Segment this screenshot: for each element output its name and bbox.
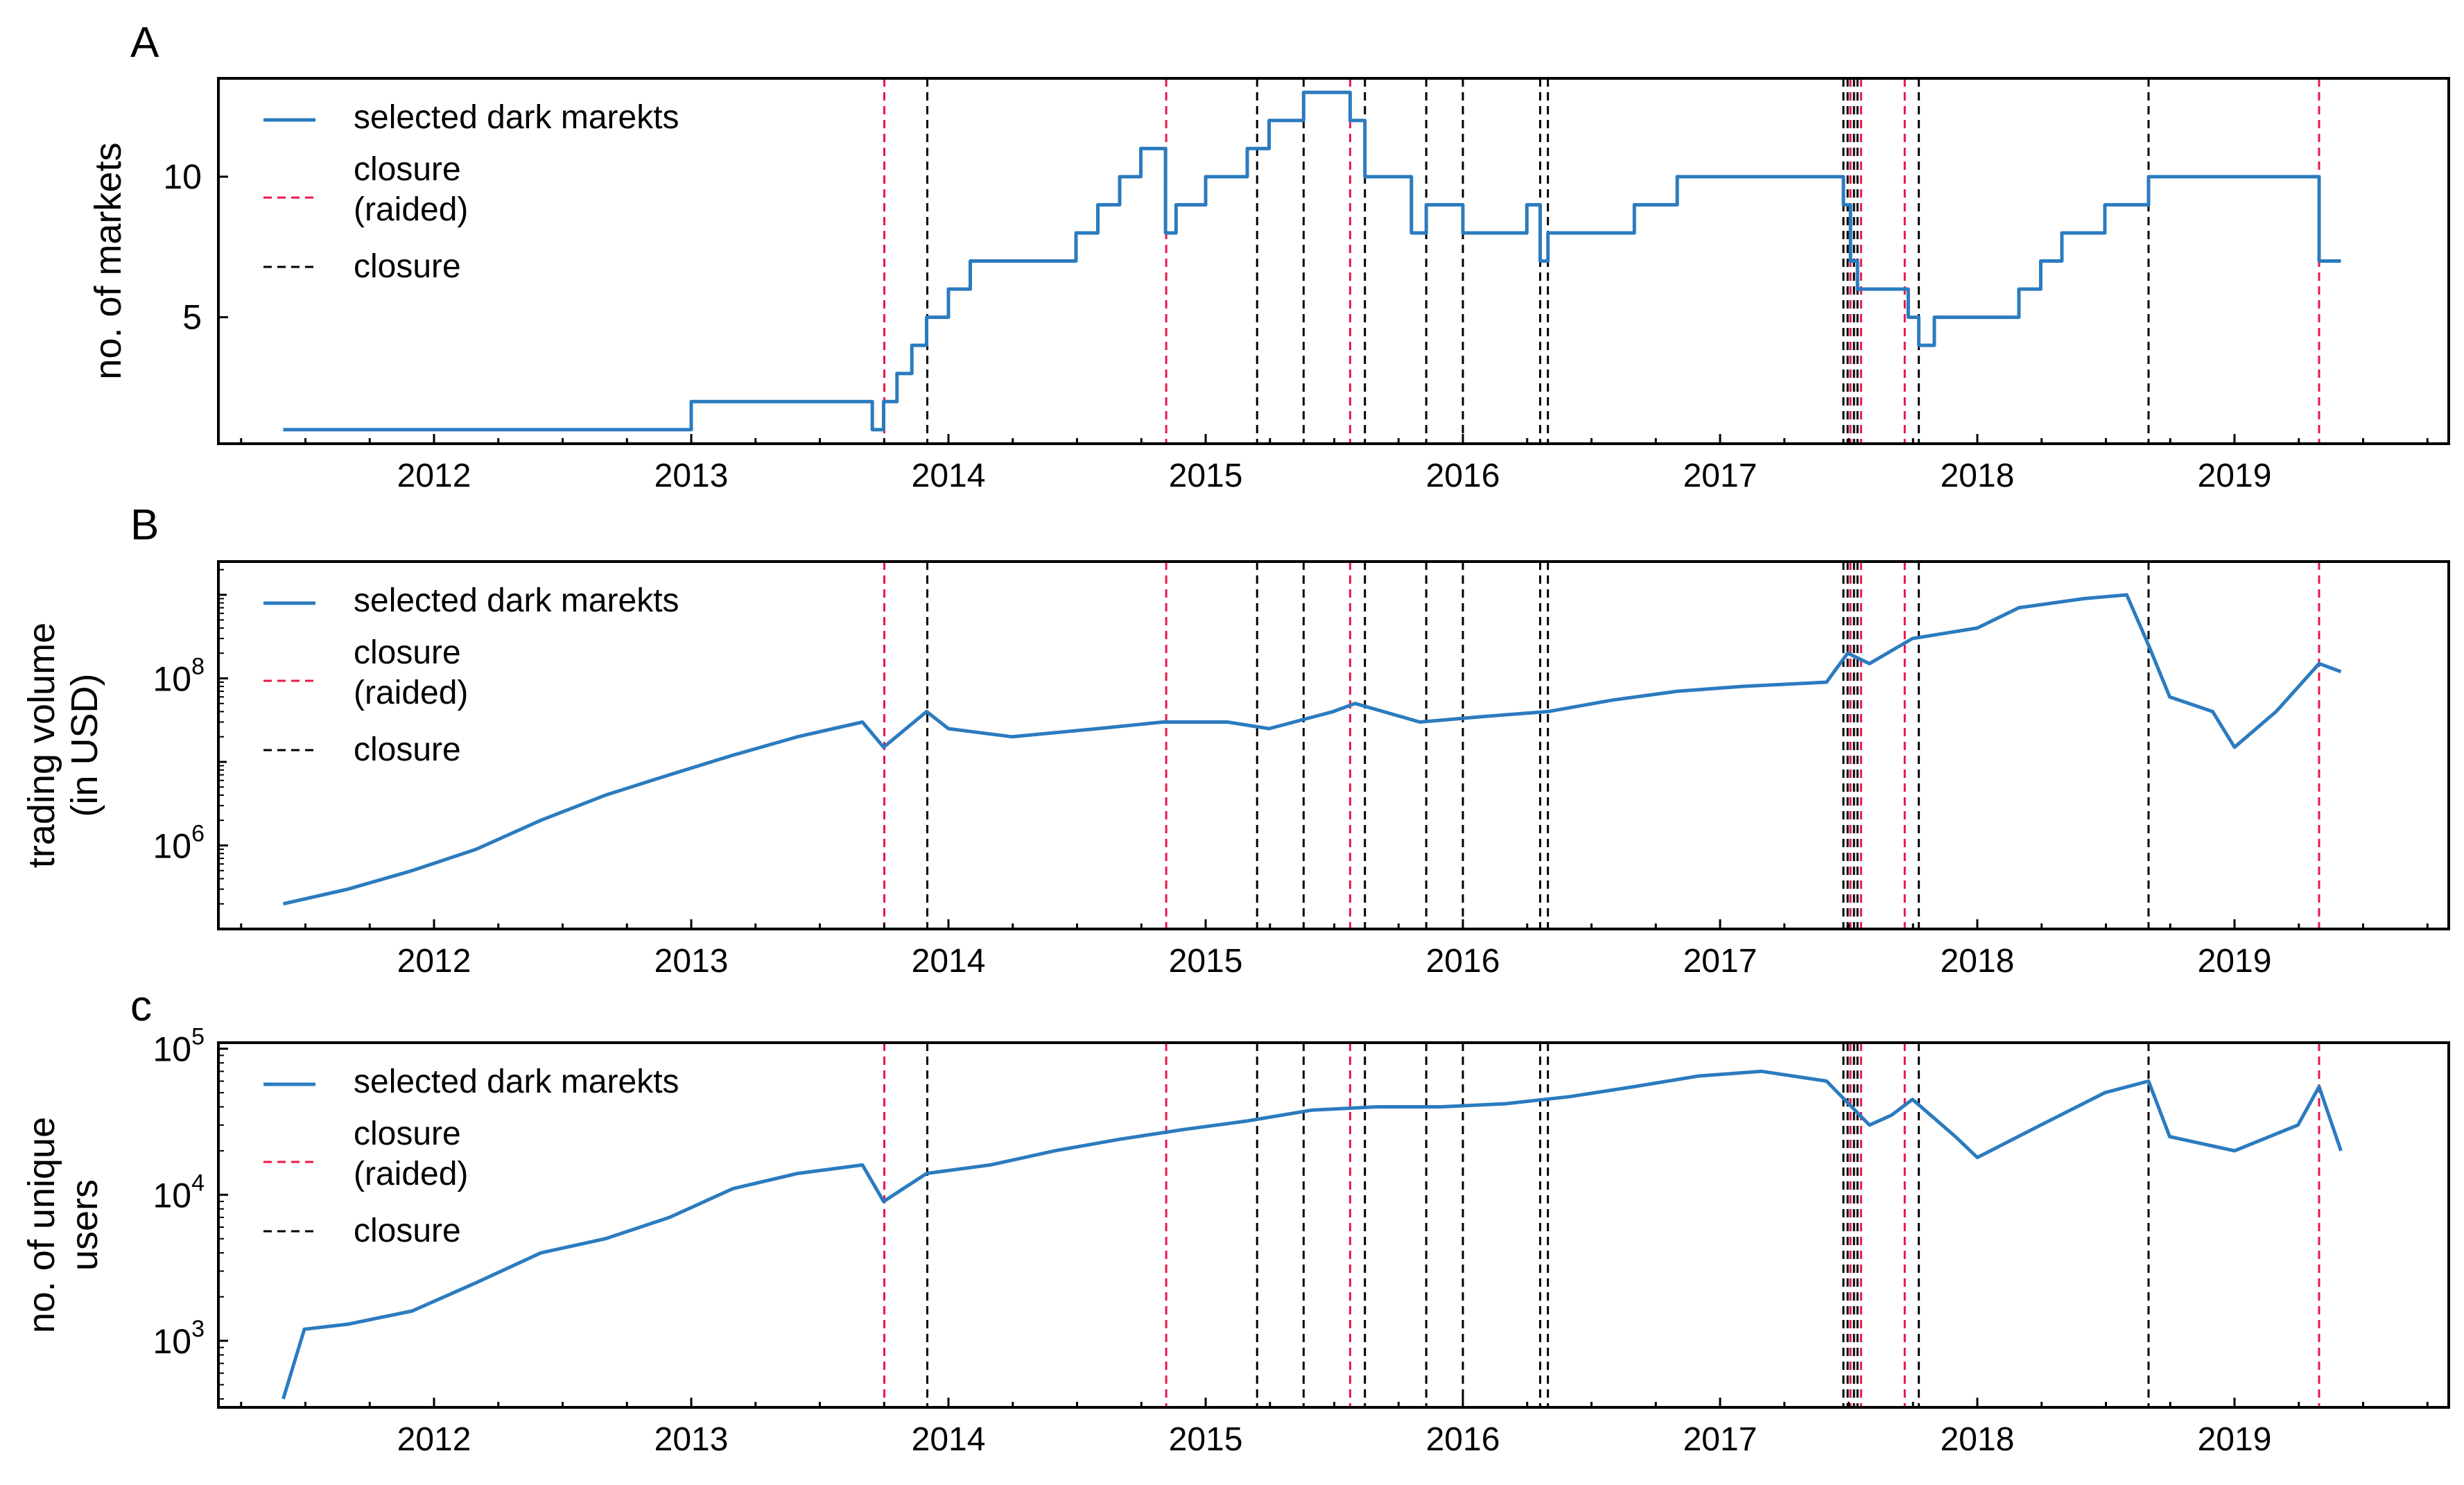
x-tick-label: 2012 bbox=[397, 458, 471, 494]
x-tick-label: 2018 bbox=[1941, 458, 2015, 494]
legend-raided-label: (raided) bbox=[354, 675, 468, 711]
legend-raided-label: (raided) bbox=[354, 191, 468, 228]
x-tick-label: 2018 bbox=[1941, 1421, 2015, 1458]
legend-closure-label: closure bbox=[354, 248, 461, 285]
panel-c: 2012 2013 2014 2015 2016 2017 2018 2019 103 104 10… bbox=[21, 982, 2450, 1458]
y-axis-label: no. of unique bbox=[21, 1117, 62, 1333]
y-axis-label: no. of markets bbox=[87, 142, 129, 379]
legend-closure-label: closure bbox=[354, 1213, 461, 1249]
panel-a: 2012 2013 2014 2015 2016 2017 2018 2019 5 10 no. o… bbox=[87, 19, 2450, 494]
x-tick-label: 2015 bbox=[1169, 1421, 1243, 1458]
x-tick-label: 2019 bbox=[2198, 943, 2272, 980]
x-tick-label: 2013 bbox=[654, 458, 729, 494]
x-tick-label: 2012 bbox=[397, 943, 471, 980]
legend: selected dark marektsclosure(raided)clos… bbox=[263, 99, 679, 285]
y-axis-label: users bbox=[64, 1179, 105, 1271]
legend-series-label: selected dark marekts bbox=[354, 582, 679, 619]
x-tick-label: 2015 bbox=[1169, 458, 1243, 494]
panel-letter: B bbox=[130, 501, 159, 549]
legend-series-label: selected dark marekts bbox=[354, 99, 679, 136]
legend-raided-label: (raided) bbox=[354, 1156, 468, 1192]
x-tick-label: 2014 bbox=[912, 1421, 986, 1458]
y-tick-label: 106 bbox=[153, 820, 205, 865]
legend: selected dark marekts closure (raided) clos… bbox=[263, 1063, 679, 1249]
y-tick-label: 104 bbox=[153, 1170, 205, 1215]
x-tick-label: 2016 bbox=[1426, 1421, 1500, 1458]
y-tick-label: 108 bbox=[153, 653, 205, 698]
x-tick-label: 2017 bbox=[1683, 1421, 1758, 1458]
x-tick-label: 2012 bbox=[397, 1421, 471, 1458]
series-line bbox=[281, 1069, 2343, 1400]
y-axis-label: (in USD) bbox=[64, 673, 105, 817]
legend-raided-label: closure bbox=[354, 1115, 461, 1152]
legend-series-label: selected dark marekts bbox=[354, 1063, 679, 1100]
y-tick-label: 5 bbox=[182, 298, 202, 337]
x-tick-label: 2013 bbox=[654, 1421, 729, 1458]
x-tick-label: 2016 bbox=[1426, 458, 1500, 494]
x-tick-label: 2014 bbox=[912, 458, 986, 494]
x-tick-label: 2018 bbox=[1941, 943, 2015, 980]
x-tick-label: 2019 bbox=[2198, 458, 2272, 494]
legend-raided-label: closure bbox=[354, 151, 461, 188]
series-line bbox=[282, 593, 2342, 906]
legend-raided-label: closure bbox=[354, 634, 461, 671]
series-line bbox=[283, 90, 2341, 432]
y-tick-label: 103 bbox=[153, 1316, 205, 1361]
panel-b: 2012 2013 2014 2015 2016 2017 2018 2019 106 108 tr… bbox=[21, 501, 2450, 980]
y-tick-label: 105 bbox=[153, 1024, 205, 1069]
x-tick-label: 2013 bbox=[654, 943, 729, 980]
x-tick-label: 2016 bbox=[1426, 943, 1500, 980]
panel-letter: c bbox=[130, 982, 152, 1030]
x-tick-label: 2014 bbox=[912, 943, 986, 980]
x-tick-label: 2015 bbox=[1169, 943, 1243, 980]
x-tick-label: 2017 bbox=[1683, 458, 1758, 494]
panel-letter: A bbox=[130, 19, 159, 67]
legend-closure-label: closure bbox=[354, 731, 461, 768]
x-tick-label: 2019 bbox=[2198, 1421, 2272, 1458]
x-tick-label: 2017 bbox=[1683, 943, 1758, 980]
legend: selected dark marekts closure (raided) clos… bbox=[263, 582, 679, 768]
y-tick-label: 10 bbox=[163, 157, 202, 196]
y-axis-label: trading volume bbox=[21, 623, 62, 868]
